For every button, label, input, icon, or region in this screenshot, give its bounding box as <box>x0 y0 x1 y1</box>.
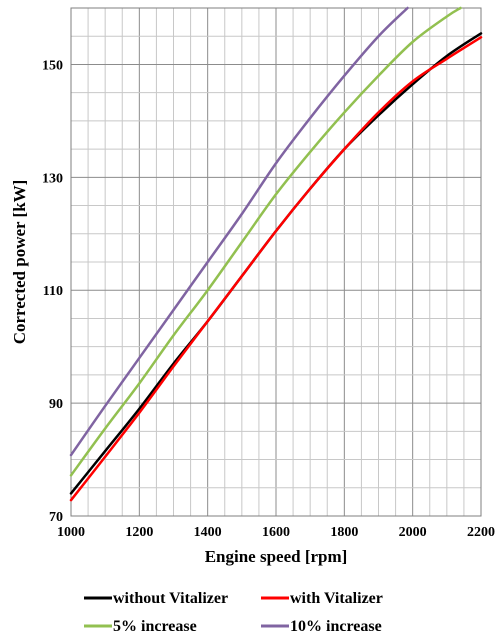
x-tick-label: 1800 <box>330 525 358 540</box>
x-tick-label: 1400 <box>194 525 222 540</box>
series-layer <box>69 6 483 502</box>
legend-label-10-increase: 10% increase <box>290 618 382 635</box>
x-tick-label: 1200 <box>125 525 153 540</box>
x-tick-label: 1000 <box>57 525 85 540</box>
x-tick-label: 2200 <box>467 525 495 540</box>
y-tick-label: 70 <box>49 510 63 525</box>
series-line-10-increase <box>69 6 409 457</box>
series-line-5-increase <box>69 6 462 477</box>
legend-label-without-vitalizer: without Vitalizer <box>113 590 228 607</box>
y-axis-title: Corrected power [kW] <box>10 180 29 345</box>
y-tick-label: 110 <box>43 284 63 299</box>
x-axis-title: Engine speed [rpm] <box>205 547 348 566</box>
y-tick-labels: 70 90 110 130 150 <box>42 58 63 525</box>
x-tick-labels: 1000 1200 1400 1600 1800 2000 2200 <box>57 525 495 540</box>
x-tick-label: 1600 <box>262 525 290 540</box>
legend-label-5-increase: 5% increase <box>113 618 197 635</box>
legend-label-with-vitalizer: with Vitalizer <box>290 590 383 607</box>
y-tick-label: 150 <box>42 58 63 73</box>
series-line-with-vitalizer <box>69 36 483 502</box>
plot-frame <box>70 7 482 517</box>
y-tick-label: 90 <box>49 397 63 412</box>
legend: without Vitalizer with Vitalizer 5% increa… <box>84 590 383 635</box>
x-tick-label: 2000 <box>399 525 427 540</box>
y-tick-label: 130 <box>42 171 63 186</box>
